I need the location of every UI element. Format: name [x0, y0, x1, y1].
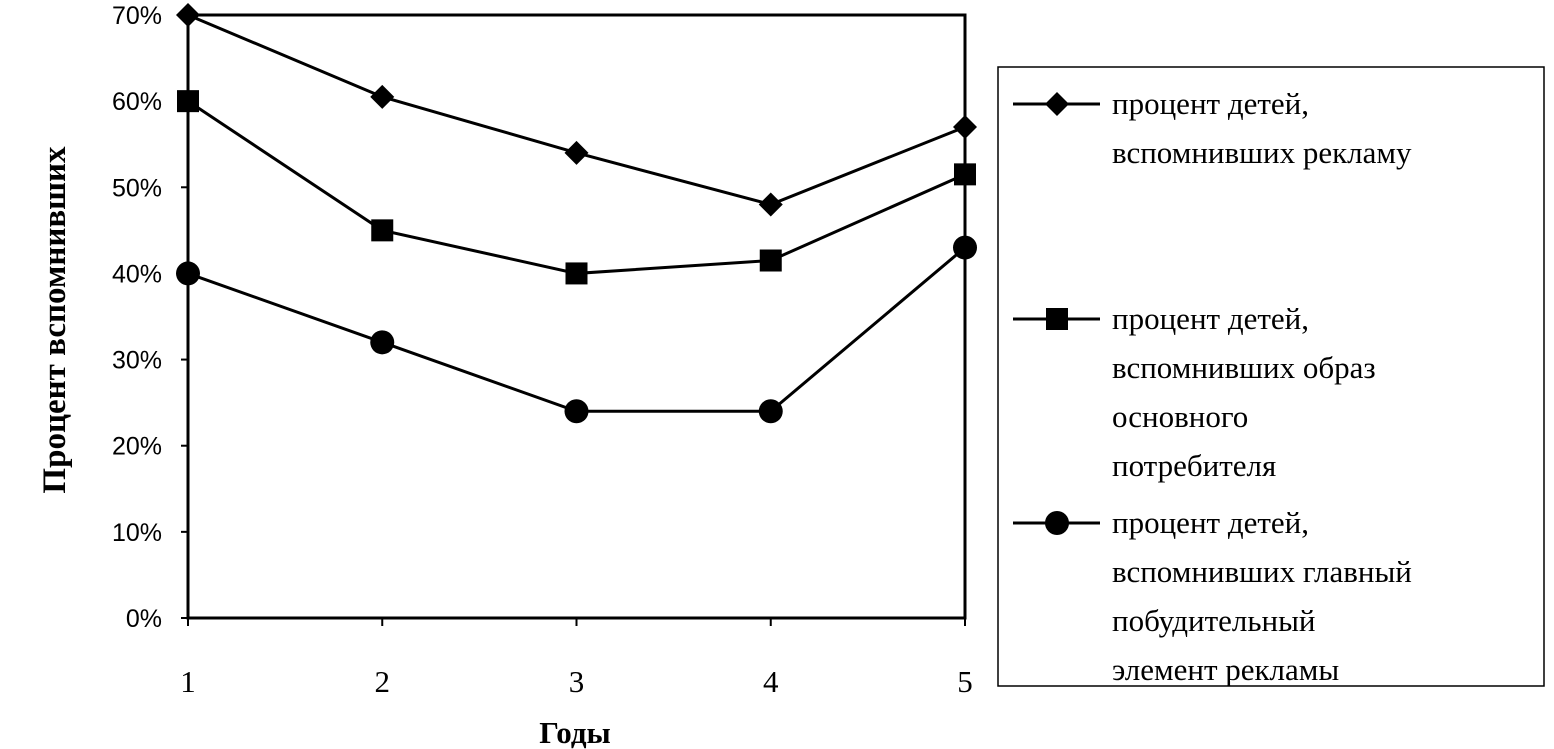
legend-label: побудительный — [1112, 603, 1316, 638]
y-tick-label: 30% — [112, 347, 162, 375]
legend-marker-square — [1046, 308, 1068, 330]
legend-marker-diamond — [1045, 92, 1069, 116]
data-point-circle — [953, 235, 977, 260]
legend-label: вспомнивших образ — [1112, 350, 1376, 385]
x-tick-label: 5 — [957, 664, 973, 699]
y-tick-label: 40% — [112, 260, 162, 288]
legend-item-3: процент детей, вспомнивших главный побудит… — [1013, 505, 1412, 687]
legend-label: вспомнивших рекламу — [1112, 135, 1412, 170]
data-point-circle — [370, 330, 395, 355]
data-point-square — [954, 163, 976, 186]
y-tick-label: 60% — [112, 88, 162, 116]
data-point-diamond — [370, 84, 395, 109]
data-point-circle — [758, 399, 783, 424]
x-axis-label: Годы — [539, 715, 611, 749]
legend-label: вспомнивших главный — [1112, 554, 1412, 589]
legend-marker-circle — [1045, 511, 1069, 535]
y-axis-ticks: 0% 10% 20% 30% 40% 50% 60% 70% — [112, 2, 188, 633]
legend-item-1: процент детей, вспомнивших рекламу — [1013, 86, 1412, 170]
legend-label: потребителя — [1112, 448, 1276, 483]
series-line — [187, 99, 966, 275]
y-tick-label: 50% — [112, 174, 162, 202]
y-tick-label: 0% — [126, 605, 162, 633]
legend-label: процент детей, — [1112, 301, 1309, 336]
data-point-square — [371, 219, 394, 242]
data-point-circle — [564, 399, 589, 424]
series-3 — [176, 235, 977, 424]
y-axis-label: Процент вспомнивших — [37, 146, 73, 494]
legend-label: процент детей, — [1112, 505, 1309, 540]
data-point-circle — [176, 261, 200, 286]
y-tick-label: 10% — [112, 519, 162, 547]
data-point-diamond — [564, 140, 589, 165]
series-group — [176, 3, 977, 424]
legend-label: процент детей, — [1112, 86, 1309, 121]
data-point-diamond — [176, 3, 200, 27]
y-tick-label: 70% — [112, 2, 162, 30]
y-tick-label: 20% — [112, 433, 162, 461]
x-tick-label: 1 — [180, 664, 196, 699]
x-tick-label: 2 — [375, 664, 391, 699]
plot-area — [186, 13, 967, 620]
data-point-square — [759, 249, 782, 272]
legend-label: основного — [1112, 399, 1248, 434]
legend-label: элемент рекламы — [1112, 652, 1339, 687]
x-tick-label: 3 — [569, 664, 585, 699]
series-1 — [176, 3, 977, 217]
data-point-square — [565, 262, 588, 285]
series-2 — [177, 90, 976, 285]
data-point-square — [177, 90, 199, 113]
series-line — [187, 13, 966, 207]
data-point-diamond — [953, 114, 977, 139]
legend-item-2: процент детей, вспомнивших образ основного… — [1013, 301, 1376, 483]
x-tick-label: 4 — [763, 664, 779, 699]
x-axis-ticks: 1 2 3 4 5 — [180, 618, 973, 699]
legend: процент детей,вспомнивших рекламупроцент… — [1013, 86, 1412, 687]
legend-box — [997, 66, 1545, 687]
data-point-diamond — [758, 192, 783, 217]
